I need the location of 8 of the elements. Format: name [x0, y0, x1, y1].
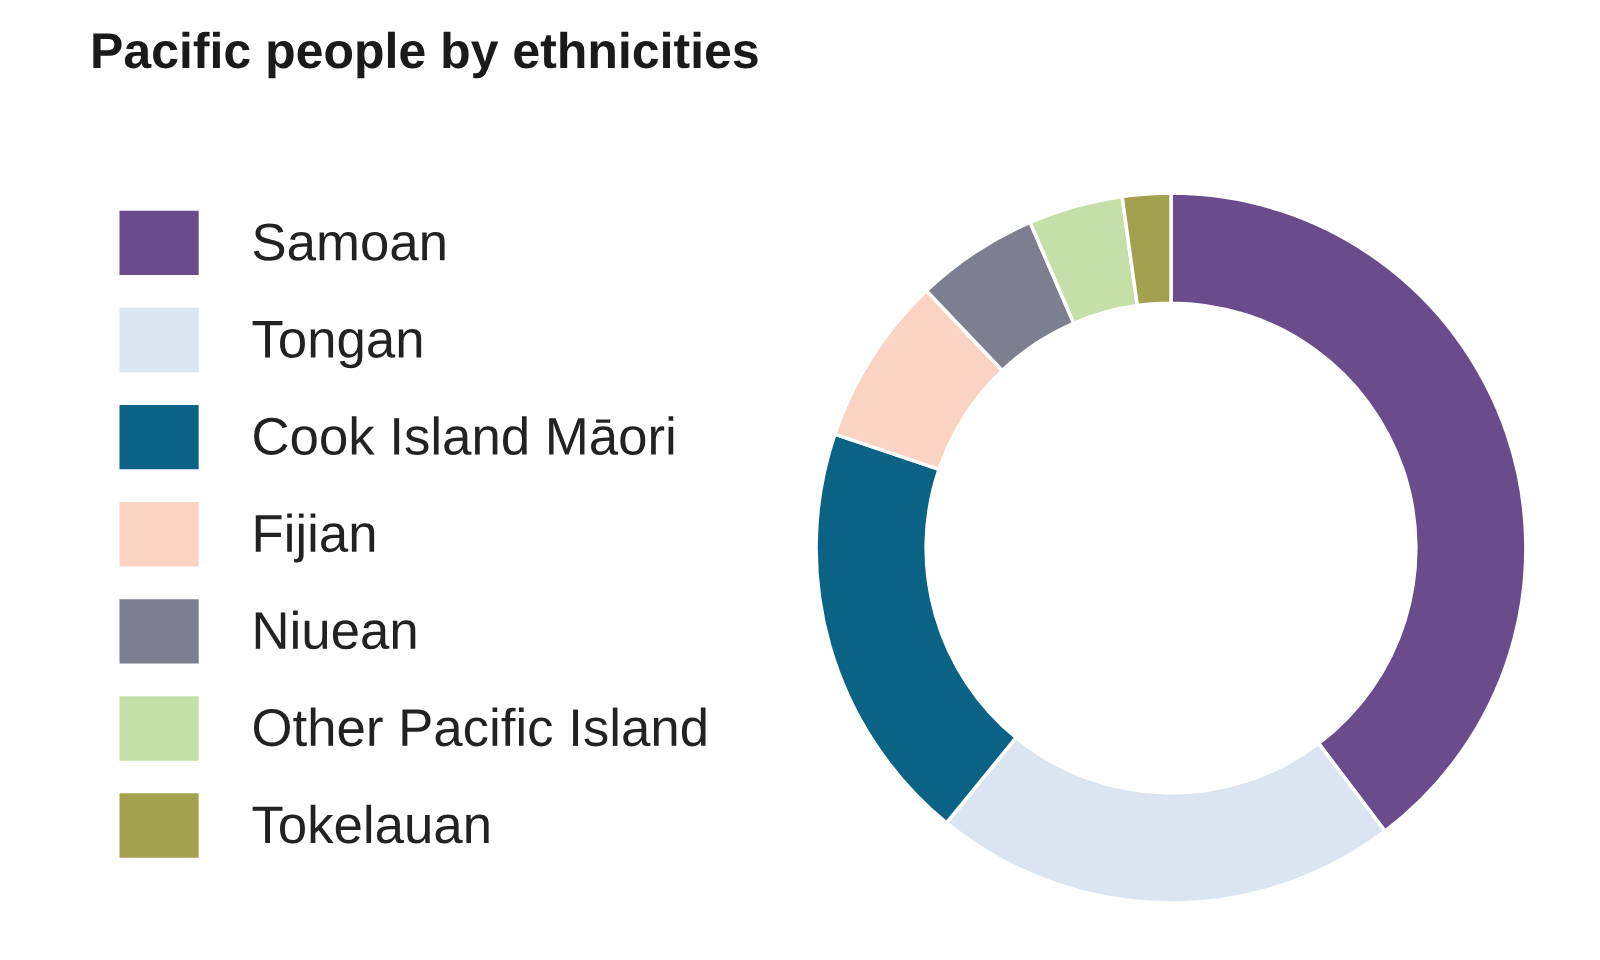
legend-label: Samoan [253, 223, 445, 261]
legend-label: Fijian [255, 513, 375, 563]
chart-title: Pacific people by ethnicities [93, 31, 758, 79]
legend-label: Cook Island Māori [254, 416, 674, 456]
legend-label: Tongan [252, 321, 422, 369]
legend-label: Niuean [255, 610, 416, 650]
legend-label: Other Pacific Island [253, 707, 706, 747]
legend-label: Tokelauan [252, 804, 489, 844]
